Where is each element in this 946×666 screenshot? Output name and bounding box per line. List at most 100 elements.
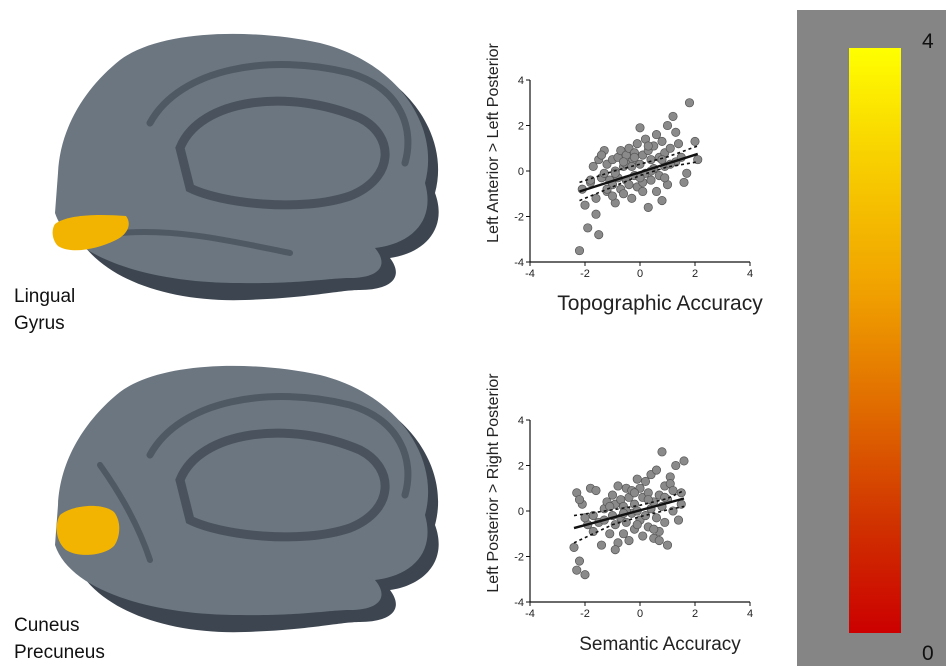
colorbar-gradient bbox=[849, 48, 901, 633]
scatter-point bbox=[574, 556, 585, 566]
scatter-point bbox=[657, 155, 667, 165]
scatter-point bbox=[643, 202, 653, 212]
scatter-plot-top: -4 -2 0 2 4 -4 -2 0 2 4 Topographic Accuracy Left A… bbox=[478, 18, 768, 318]
scatter-point bbox=[621, 517, 631, 527]
scatter-point bbox=[574, 246, 585, 256]
scatter-point bbox=[569, 542, 579, 552]
y-tick-label: -2 bbox=[514, 552, 524, 564]
scatter-point bbox=[657, 136, 667, 146]
scatter-point bbox=[591, 209, 601, 219]
scatter-point bbox=[660, 492, 670, 502]
brain-surface-top bbox=[52, 33, 439, 301]
y-tick-label: 4 bbox=[518, 75, 524, 87]
scatter-point bbox=[657, 196, 667, 206]
confidence-band-upper bbox=[573, 489, 685, 517]
scatter-point bbox=[627, 193, 637, 203]
scatter-point bbox=[618, 157, 629, 167]
scatter-point bbox=[646, 155, 656, 165]
scatter-point bbox=[649, 524, 659, 534]
y-tick-label: -4 bbox=[514, 257, 524, 269]
scatter-point bbox=[673, 515, 684, 525]
scatter-point bbox=[591, 485, 601, 496]
confidence-band-upper bbox=[579, 145, 699, 184]
scatter-point bbox=[596, 540, 607, 550]
y-tick-label: 0 bbox=[518, 506, 524, 518]
colorbar-max-label: 4 bbox=[922, 30, 934, 53]
scatter-point bbox=[572, 565, 582, 575]
colorbar-panel: 4 0 bbox=[797, 10, 946, 666]
y-tick-label: 2 bbox=[518, 121, 524, 133]
x-axis-label: Semantic Accuracy bbox=[579, 634, 741, 655]
scatter-point bbox=[624, 536, 634, 546]
scatter-point bbox=[646, 175, 656, 185]
x-axis-label: Topographic Accuracy bbox=[557, 292, 763, 315]
scatter-point bbox=[673, 139, 684, 149]
scatter-point bbox=[651, 130, 662, 140]
scatter-point bbox=[629, 488, 640, 498]
x-tick-label: -2 bbox=[580, 608, 590, 620]
x-tick-label: 0 bbox=[637, 608, 643, 620]
scatter-point bbox=[618, 189, 629, 199]
scatter-point bbox=[657, 447, 667, 457]
scatter-point bbox=[660, 517, 670, 527]
scatter-point bbox=[629, 152, 640, 162]
scatter-svg-top: -4 -2 0 2 4 -4 -2 0 2 4 Topographic Accuracy Left A… bbox=[485, 43, 763, 316]
scatter-point bbox=[651, 513, 662, 523]
sulcus-callosal bbox=[175, 96, 390, 210]
confidence-band-lower bbox=[579, 161, 698, 202]
scatter-point bbox=[610, 545, 620, 555]
scatter-point bbox=[588, 511, 598, 521]
x-tick-label: 4 bbox=[747, 268, 753, 280]
scatter-point bbox=[635, 123, 645, 133]
sulcus-calcarine bbox=[117, 229, 293, 256]
scatter-point bbox=[613, 481, 623, 491]
highlight-cuneus-precuneus bbox=[56, 505, 120, 555]
scatter-point bbox=[602, 184, 612, 194]
sulcus-cingulate bbox=[146, 61, 412, 167]
brain-cortex bbox=[55, 33, 429, 284]
sulcus-parieto-occipital bbox=[97, 462, 153, 563]
scatter-point bbox=[580, 200, 590, 210]
scatter-point bbox=[594, 230, 604, 240]
scatter-point bbox=[610, 520, 620, 530]
scatter-point bbox=[607, 191, 618, 201]
y-axis-label: Left Anterior > Left Posterior bbox=[485, 43, 502, 243]
brain-surface-bottom bbox=[55, 365, 439, 633]
scatter-point bbox=[599, 168, 609, 178]
y-tick-label: -4 bbox=[514, 597, 524, 609]
y-tick-label: -2 bbox=[514, 212, 524, 224]
scatter-point bbox=[583, 223, 593, 233]
scatter-point bbox=[638, 186, 648, 197]
x-tick-label: -4 bbox=[525, 268, 535, 280]
scatter-point bbox=[651, 465, 662, 475]
scatter-point bbox=[665, 143, 675, 153]
scatter-point bbox=[607, 490, 618, 500]
scatter-point bbox=[651, 186, 662, 197]
scatter-point bbox=[660, 173, 670, 183]
scatter-point bbox=[574, 495, 585, 505]
scatter-point bbox=[588, 161, 598, 171]
scatter-point bbox=[605, 529, 615, 539]
scatter-point bbox=[671, 127, 681, 137]
scatter-point bbox=[643, 495, 653, 505]
sulcus-callosal bbox=[175, 428, 390, 542]
y-tick-label: 4 bbox=[518, 415, 524, 427]
y-tick-label: 2 bbox=[518, 461, 524, 473]
x-tick-label: 2 bbox=[692, 268, 698, 280]
scatter-point bbox=[605, 501, 615, 511]
scatter-point bbox=[635, 159, 645, 169]
region-label-lingual-gyrus: Lingual Gyrus bbox=[14, 286, 76, 334]
scatter-point bbox=[596, 150, 607, 160]
scatter-point bbox=[610, 168, 620, 178]
scatter-point bbox=[643, 141, 653, 151]
scatter-point bbox=[632, 139, 642, 149]
scatter-point bbox=[624, 180, 634, 190]
scatter-point bbox=[682, 168, 692, 178]
scatter-point bbox=[654, 536, 664, 546]
x-tick-label: -2 bbox=[580, 268, 590, 280]
scatter-plot-bottom: -4 -2 0 2 4 -4 -2 0 2 4 Semantic Accuracy Left Post… bbox=[478, 358, 768, 658]
scatter-point bbox=[632, 520, 642, 530]
regression-line bbox=[573, 497, 685, 530]
scatter-point bbox=[618, 529, 629, 539]
sulcus-cingulate bbox=[146, 393, 412, 499]
